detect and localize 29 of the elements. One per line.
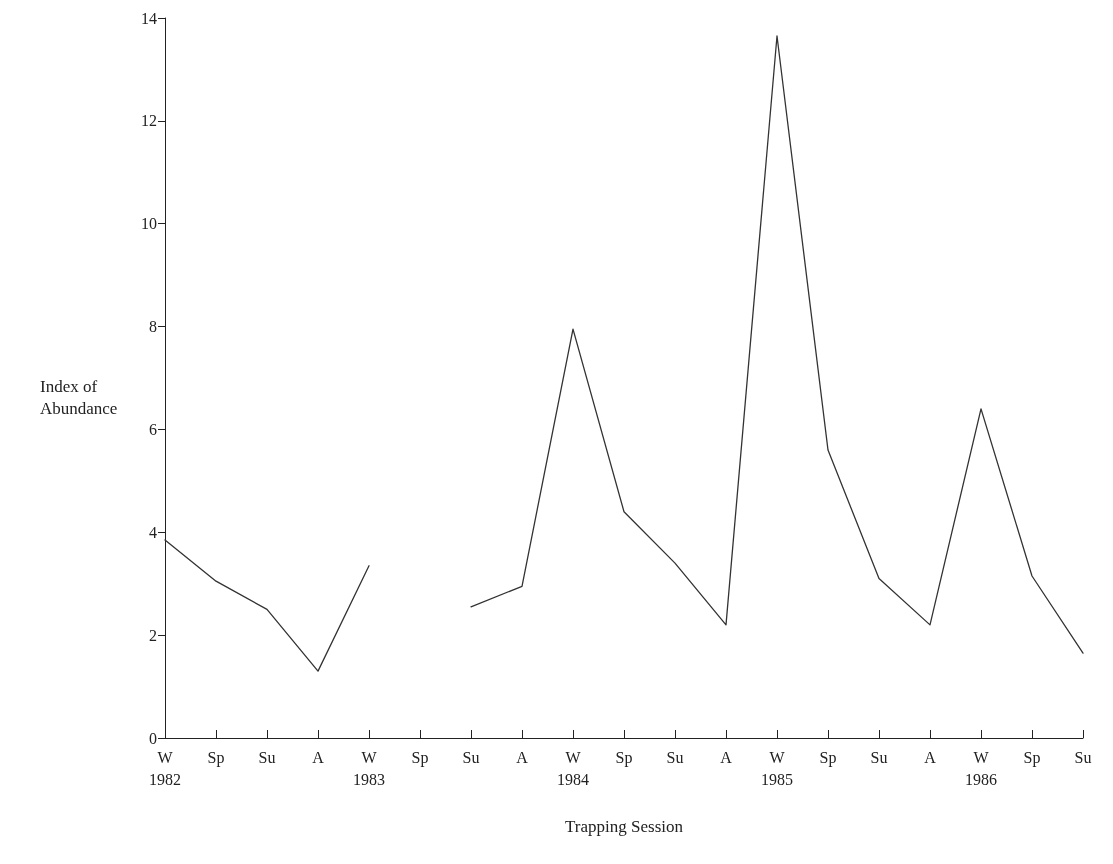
y-tick-label: 10	[141, 215, 157, 233]
x-tick-label: Su	[666, 748, 684, 766]
x-tick-label: Su	[462, 748, 480, 766]
x-tick-label: W 1983	[353, 748, 385, 788]
y-tick-label: 2	[149, 626, 157, 644]
y-tick-label: 4	[149, 523, 157, 541]
x-tick-label: A	[924, 748, 937, 766]
x-axis-title: Trapping Session	[565, 817, 684, 836]
x-tick-label: Sp	[819, 748, 837, 767]
x-tick-label: Sp	[1023, 748, 1041, 767]
x-tick-label: Su	[258, 748, 276, 766]
x-tick-label: Sp	[615, 748, 633, 767]
y-tick-label: 8	[149, 318, 157, 336]
x-tick-label: Sp	[207, 748, 225, 767]
y-tick-label: 14	[141, 9, 157, 27]
x-tick-label: W 1982	[149, 748, 181, 788]
y-axis-title: Index of Abundance	[40, 376, 118, 418]
x-tick-label: Su	[870, 748, 888, 766]
x-tick-label: A	[312, 748, 325, 766]
x-tick-label: A	[516, 748, 529, 766]
x-tick-label: W 1985	[761, 748, 793, 788]
x-tick-label: Sp	[411, 748, 429, 767]
y-tick-label: 0	[149, 729, 157, 747]
x-tick-label: W 1986	[965, 748, 997, 788]
x-tick-label: Su	[1074, 748, 1092, 766]
y-tick-label: 12	[141, 112, 157, 130]
x-tick-label: A	[720, 748, 733, 766]
x-tick-label: W 1984	[557, 748, 589, 788]
y-tick-label: 6	[149, 420, 157, 438]
